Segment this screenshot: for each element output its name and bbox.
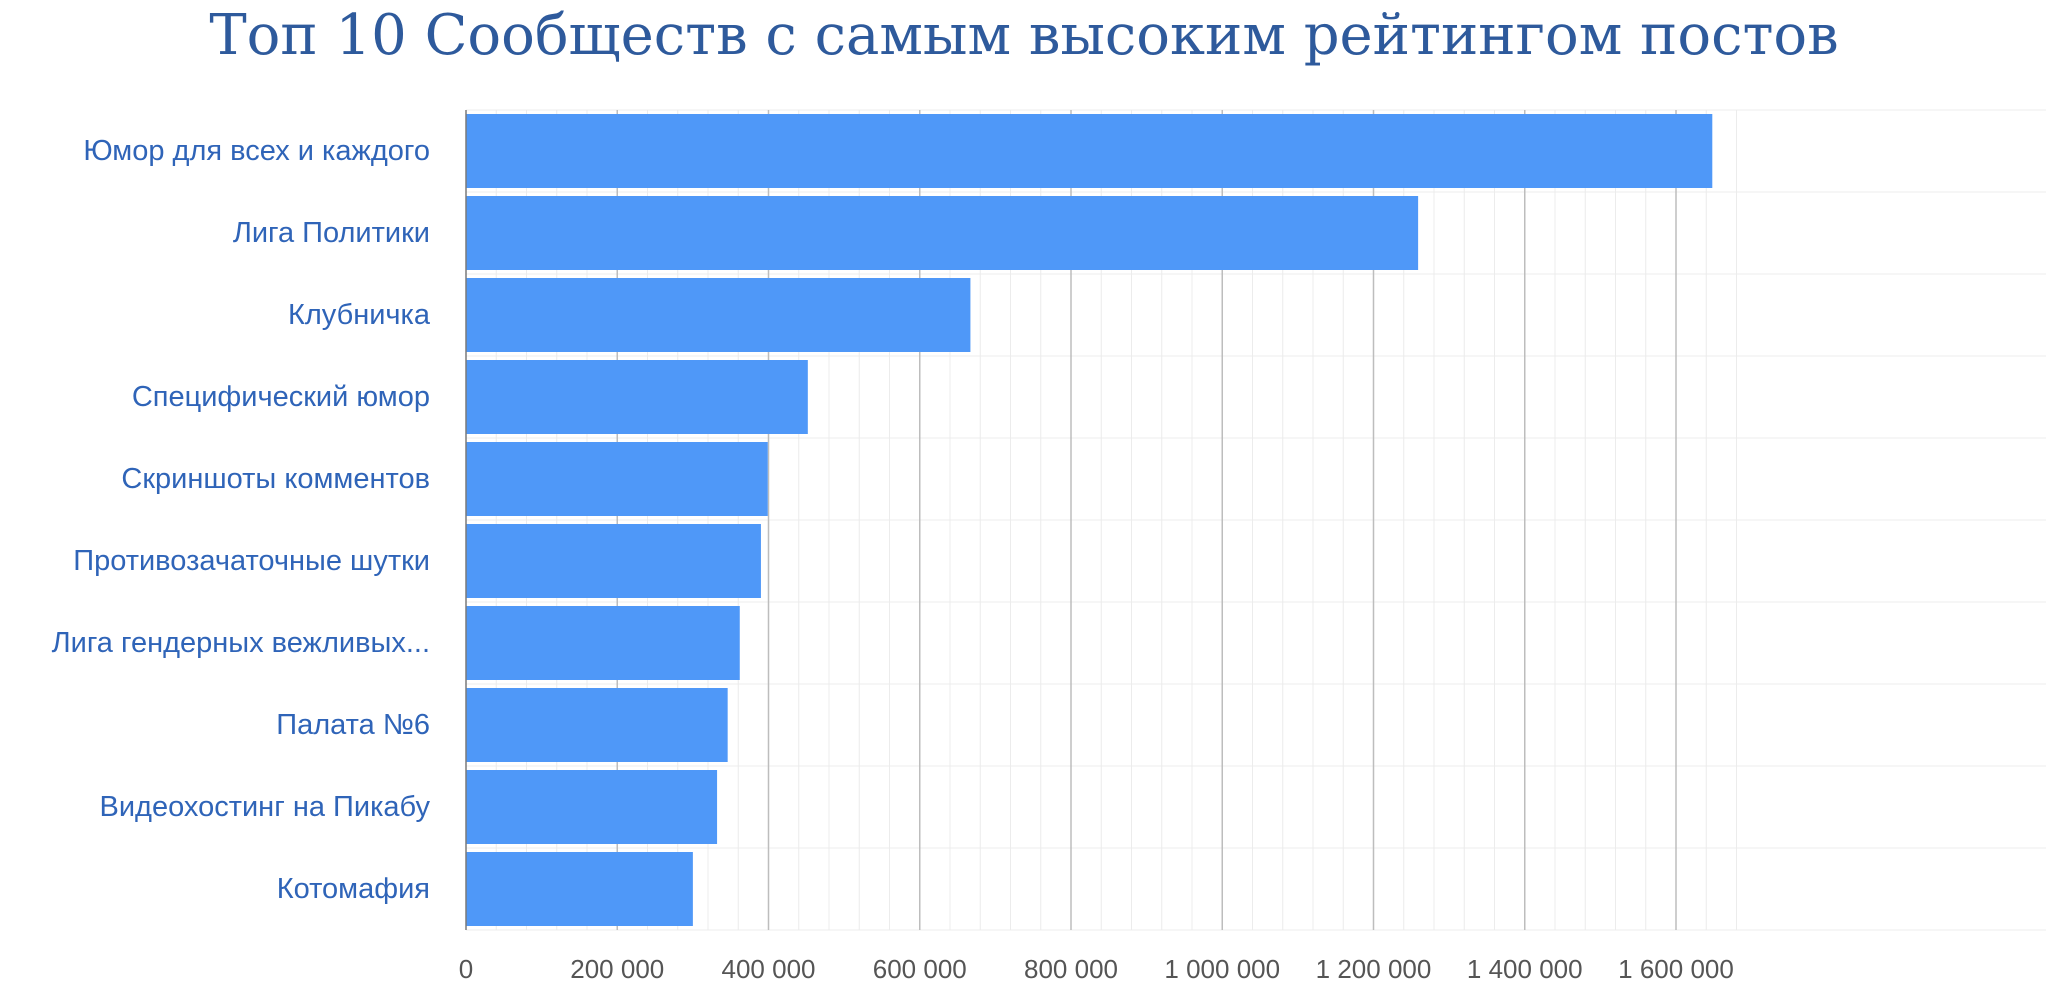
bar: [466, 688, 728, 762]
x-tick-label: 800 000: [1024, 954, 1118, 984]
category-label: Скриншоты комментов: [121, 463, 430, 495]
category-label: Видеохостинг на Пикабу: [100, 791, 431, 823]
x-tick-labels: 0 200 000 400 000 600 000 800 000 1 000 000 1 …: [459, 954, 1734, 984]
category-label: Лига гендерных вежливых...: [52, 627, 430, 659]
category-label: Лига Политики: [233, 217, 430, 249]
category-label: Специфический юмор: [132, 381, 430, 413]
category-label: Котомафия: [277, 873, 430, 905]
x-tick-label: 1 600 000: [1618, 954, 1734, 984]
category-labels: Юмор для всех и каждого Лига Политики Клуб…: [52, 135, 431, 905]
bar: [466, 442, 768, 516]
bar: [466, 360, 808, 434]
category-label: Противозачаточные шутки: [73, 545, 430, 577]
x-tick-label: 1 400 000: [1467, 954, 1583, 984]
x-tick-label: 200 000: [570, 954, 664, 984]
category-label: Палата №6: [276, 709, 430, 741]
bar: [466, 524, 761, 598]
bar: [466, 114, 1713, 188]
x-tick-label: 0: [459, 954, 473, 984]
chart-title: Топ 10 Сообществ с самым высоким рейтинг…: [209, 3, 1839, 68]
bar: [466, 278, 971, 352]
bar: [466, 852, 693, 926]
bar: [466, 606, 740, 680]
x-tick-label: 400 000: [722, 954, 816, 984]
bar: [466, 770, 718, 844]
bar: [466, 196, 1419, 270]
bars: [466, 114, 1713, 926]
x-tick-label: 1 200 000: [1316, 954, 1432, 984]
x-tick-label: 600 000: [873, 954, 967, 984]
category-label: Клубничка: [288, 299, 431, 331]
category-label: Юмор для всех и каждого: [83, 135, 430, 167]
x-tick-label: 1 000 000: [1164, 954, 1280, 984]
